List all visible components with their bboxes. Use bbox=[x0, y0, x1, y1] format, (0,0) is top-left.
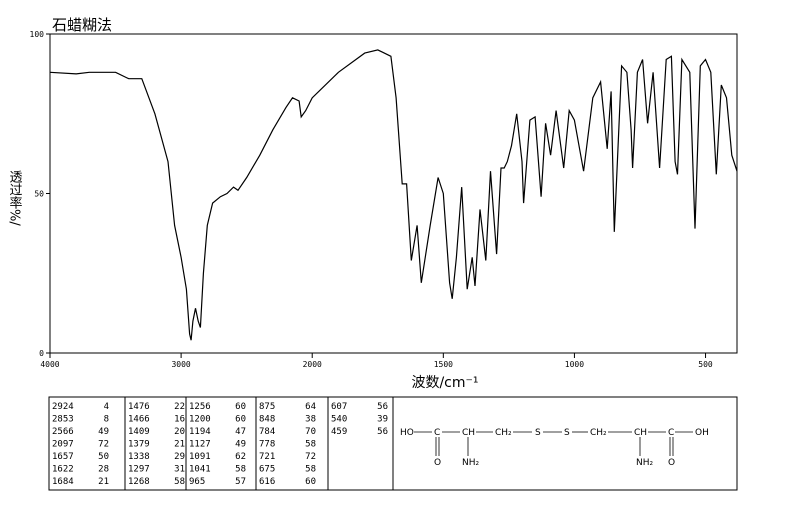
peak-transmittance: 8 bbox=[104, 415, 109, 425]
peak-transmittance: 29 bbox=[174, 452, 185, 462]
x-tick-label: 1500 bbox=[434, 360, 453, 369]
peak-transmittance: 58 bbox=[235, 465, 246, 475]
peak-transmittance: 49 bbox=[235, 440, 246, 450]
x-tick-label: 2000 bbox=[303, 360, 322, 369]
peak-transmittance: 56 bbox=[377, 402, 388, 412]
peak-wavenumber: 2097 bbox=[52, 440, 74, 450]
peak-wavenumber: 459 bbox=[331, 427, 347, 437]
peak-transmittance: 20 bbox=[174, 427, 185, 437]
peak-wavenumber: 848 bbox=[259, 415, 275, 425]
y-tick-label: 100 bbox=[30, 30, 45, 39]
peak-wavenumber: 675 bbox=[259, 465, 275, 475]
peak-transmittance: 22 bbox=[174, 402, 185, 412]
peak-transmittance: 50 bbox=[98, 452, 109, 462]
peak-transmittance: 72 bbox=[98, 440, 109, 450]
peak-wavenumber: 1379 bbox=[128, 440, 150, 450]
peak-transmittance: 60 bbox=[235, 402, 246, 412]
peak-wavenumber: 1127 bbox=[189, 440, 211, 450]
spectrum-line bbox=[49, 49, 738, 341]
peak-wavenumber: 784 bbox=[259, 427, 275, 437]
peak-transmittance: 16 bbox=[174, 415, 185, 425]
x-tick-label: 1000 bbox=[565, 360, 584, 369]
atom: CH₂ bbox=[495, 428, 512, 438]
peak-wavenumber: 1268 bbox=[128, 477, 150, 487]
atom: S bbox=[535, 428, 541, 438]
peak-transmittance: 21 bbox=[98, 477, 109, 487]
peak-transmittance: 62 bbox=[235, 452, 246, 462]
peak-transmittance: 58 bbox=[305, 465, 316, 475]
y-tick-label: 50 bbox=[34, 190, 44, 199]
peak-transmittance: 58 bbox=[305, 440, 316, 450]
atom: OH bbox=[695, 428, 709, 438]
atom: C bbox=[668, 428, 674, 438]
bonds bbox=[414, 431, 693, 456]
atom: HO bbox=[400, 428, 414, 438]
peak-wavenumber: 1297 bbox=[128, 465, 150, 475]
atom: CH bbox=[634, 428, 647, 438]
atom: CH₂ bbox=[590, 428, 607, 438]
peak-wavenumber: 1194 bbox=[189, 427, 211, 437]
peak-wavenumber: 778 bbox=[259, 440, 275, 450]
peak-wavenumber: 1041 bbox=[189, 465, 211, 475]
x-axis-label: 波数/cm⁻¹ bbox=[411, 375, 478, 391]
peak-transmittance: 58 bbox=[174, 477, 185, 487]
peak-wavenumber: 965 bbox=[189, 477, 205, 487]
peak-wavenumber: 1684 bbox=[52, 477, 74, 487]
atom: C bbox=[434, 428, 440, 438]
structure: HO C CH CH₂ S S CH₂ CH C OH O NH₂ NH₂ O bbox=[400, 428, 709, 468]
peak-transmittance: 47 bbox=[235, 427, 246, 437]
peak-transmittance: 49 bbox=[98, 427, 109, 437]
peak-transmittance: 64 bbox=[305, 402, 316, 412]
peak-transmittance: 72 bbox=[305, 452, 316, 462]
peak-wavenumber: 607 bbox=[331, 402, 347, 412]
peak-wavenumber: 1409 bbox=[128, 427, 150, 437]
peak-transmittance: 70 bbox=[305, 427, 316, 437]
peak-transmittance: 21 bbox=[174, 440, 185, 450]
table-dividers bbox=[124, 397, 394, 490]
peak-transmittance: 4 bbox=[104, 402, 109, 412]
peak-wavenumber: 2853 bbox=[52, 415, 74, 425]
y-axis-label: 透过率%/ bbox=[7, 170, 23, 226]
peak-wavenumber: 1622 bbox=[52, 465, 74, 475]
x-tick-label: 500 bbox=[698, 360, 713, 369]
peak-wavenumber: 1657 bbox=[52, 452, 74, 462]
peak-wavenumber: 2924 bbox=[52, 402, 74, 412]
x-tick-label: 4000 bbox=[40, 360, 59, 369]
peak-wavenumber: 1091 bbox=[189, 452, 211, 462]
peak-transmittance: 31 bbox=[174, 465, 185, 475]
atom: CH bbox=[462, 428, 475, 438]
peak-wavenumber: 1256 bbox=[189, 402, 211, 412]
peak-wavenumber: 721 bbox=[259, 452, 275, 462]
chart-title: 石蜡糊法 bbox=[52, 16, 112, 34]
atom: O bbox=[668, 458, 675, 468]
peak-wavenumber: 875 bbox=[259, 402, 275, 412]
peak-transmittance: 28 bbox=[98, 465, 109, 475]
peak-transmittance: 39 bbox=[377, 415, 388, 425]
peak-transmittance: 60 bbox=[235, 415, 246, 425]
peak-transmittance: 56 bbox=[377, 427, 388, 437]
peak-wavenumber: 1200 bbox=[189, 415, 211, 425]
peak-wavenumber: 1338 bbox=[128, 452, 150, 462]
peak-wavenumber: 2566 bbox=[52, 427, 74, 437]
atom: S bbox=[564, 428, 570, 438]
atom: NH₂ bbox=[636, 458, 654, 468]
peak-wavenumber: 1466 bbox=[128, 415, 150, 425]
peak-wavenumber: 1476 bbox=[128, 402, 150, 412]
peak-transmittance: 60 bbox=[305, 477, 316, 487]
y-tick-label: 0 bbox=[39, 349, 44, 358]
atom: NH₂ bbox=[462, 458, 480, 468]
atom: O bbox=[434, 458, 441, 468]
peak-transmittance: 57 bbox=[235, 477, 246, 487]
peak-wavenumber: 616 bbox=[259, 477, 275, 487]
x-tick-label: 3000 bbox=[171, 360, 190, 369]
peak-wavenumber: 540 bbox=[331, 415, 347, 425]
peak-transmittance: 38 bbox=[305, 415, 316, 425]
